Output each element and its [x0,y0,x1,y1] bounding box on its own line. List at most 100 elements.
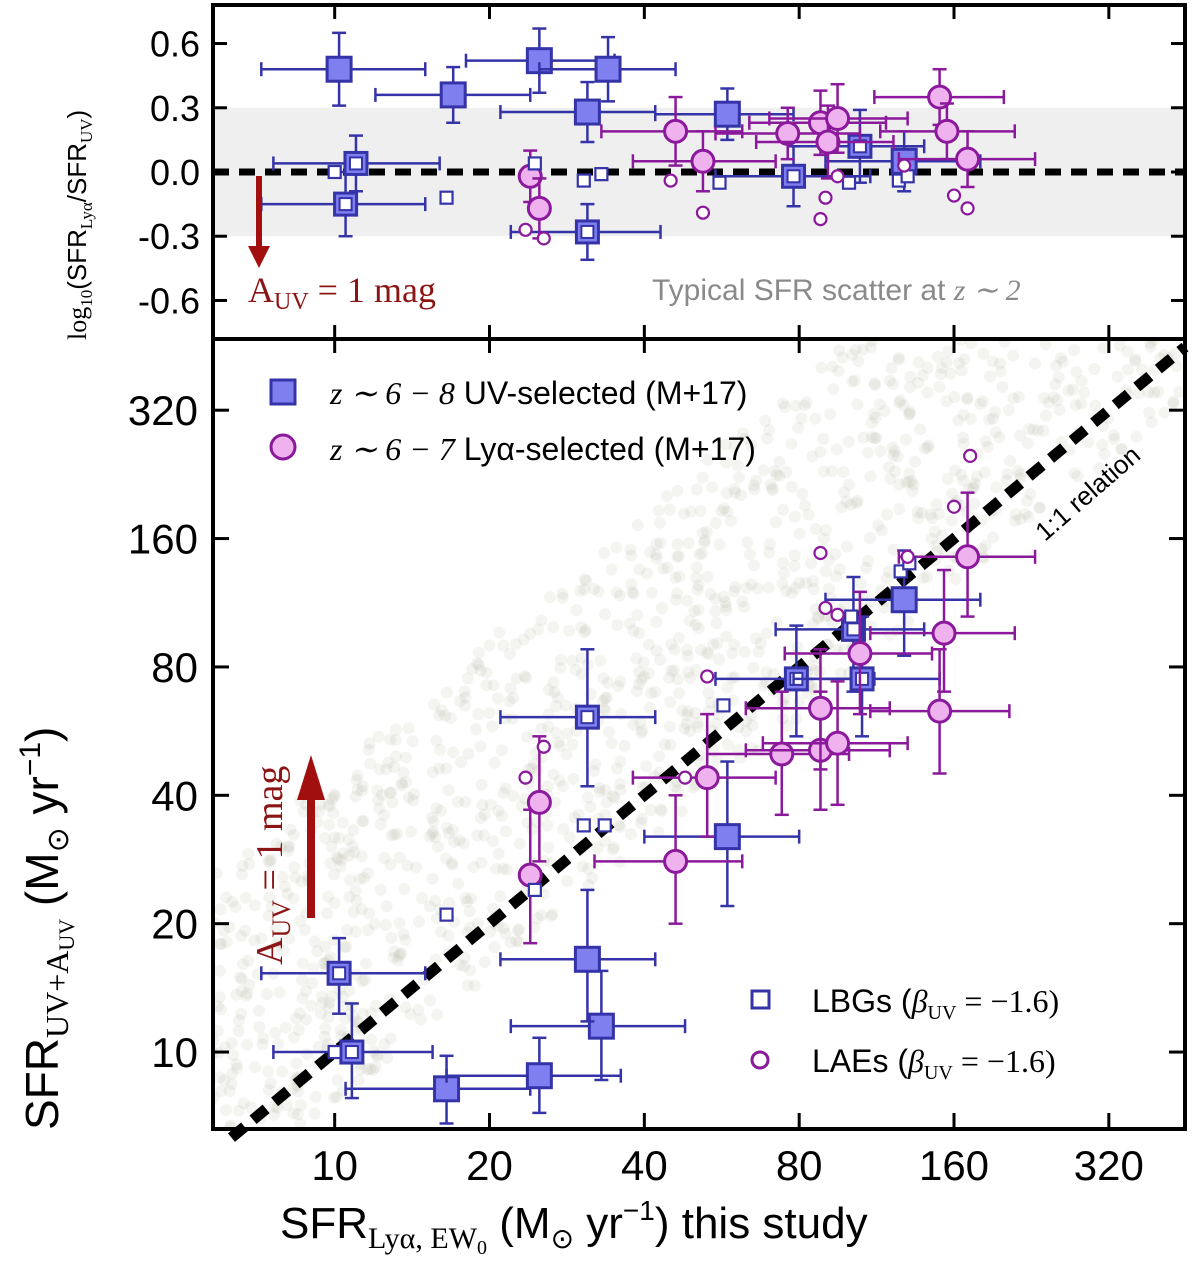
cloud-point [693,548,706,561]
cloud-point [793,527,806,540]
cloud-point [690,571,703,584]
cloud-point [636,724,649,737]
cloud-point [909,455,922,468]
lae-point [663,173,678,188]
uv-selected-point [713,100,741,128]
cloud-point [912,376,925,389]
cloud-point [867,408,880,421]
cloud-point [611,762,624,775]
cloud-point [526,823,539,836]
cloud-point [883,461,896,474]
cloud-point [380,900,393,913]
cloud-point [323,800,336,813]
cloud-point [743,548,756,561]
cloud-point [295,973,308,986]
cloud-point [393,851,406,864]
cloud-point [956,431,969,444]
cloud-point [600,796,613,809]
cloud-point [707,638,720,651]
cloud-point [1075,397,1088,410]
lya-selected-point [825,730,851,756]
cloud-point [547,676,560,689]
cloud-point [663,671,676,684]
cloud-point [1144,340,1157,353]
cloud-point [837,465,850,478]
cloud-point [471,917,484,930]
cloud-point [424,994,437,1007]
cloud-point [1088,363,1101,376]
cloud-point [389,733,402,746]
cloud-point [606,790,619,803]
cloud-point [1070,366,1083,379]
cloud-point [1098,448,1111,461]
cloud-point [322,798,335,811]
cloud-point [766,482,779,495]
cloud-point [644,803,657,816]
cloud-point [627,624,640,637]
cloud-point [322,1001,335,1014]
cloud-point [721,738,734,751]
cloud-point [892,351,905,364]
cloud-point [458,699,471,712]
cloud-point [767,668,780,681]
cloud-point [561,875,574,888]
cloud-point [391,827,404,840]
lya-selected-point [847,641,873,667]
cloud-point [364,757,377,770]
cloud-point [655,602,668,615]
cloud-point [740,725,753,738]
cloud-point [874,445,887,458]
cloud-point [326,793,338,806]
cloud-point [893,478,906,491]
cloud-point [1009,508,1022,521]
cloud-point [902,408,915,421]
cloud-point [728,671,741,684]
top-panel-data [260,27,1037,262]
cloud-point [370,999,383,1012]
cloud-point [993,357,1006,370]
cloud-point [231,1062,244,1075]
cloud-point [366,1064,379,1077]
cloud-point [668,780,681,793]
cloud-point [916,369,929,382]
cloud-point [648,770,661,783]
cloud-point [487,679,500,692]
cloud-point [763,538,776,551]
cloud-point [600,691,613,704]
cloud-point [427,815,440,828]
cloud-point [371,1050,384,1063]
uv-selected-inner [580,710,595,725]
cloud-point [942,345,955,358]
cloud-point [265,853,278,866]
cloud-point [612,680,625,693]
cloud-point [457,837,470,850]
cloud-point [672,550,685,563]
cloud-point [440,686,453,699]
cloud-point [701,570,714,583]
cloud-point [593,785,606,798]
cloud-point [442,784,455,797]
cloud-point [362,924,375,937]
cloud-point [1113,339,1126,352]
cloud-point [766,484,779,497]
cloud-point [324,951,337,964]
cloud-point [282,844,295,857]
cloud-point [509,638,522,651]
cloud-point [989,405,1002,418]
cloud-point [1020,495,1033,508]
cloud-point [229,900,242,913]
cloud-point [986,355,999,368]
cloud-point [397,928,410,941]
top-y-tick-label: 0.3 [150,88,200,129]
cloud-point [474,811,487,824]
cloud-point [1027,423,1040,436]
cloud-point [941,472,954,485]
cloud-point [1130,430,1143,443]
cloud-point [535,909,548,922]
cloud-point [347,905,360,918]
cloud-point [684,725,697,738]
cloud-point [795,412,808,425]
cloud-point [546,907,559,920]
cloud-point [886,377,899,390]
cloud-point [484,798,497,811]
